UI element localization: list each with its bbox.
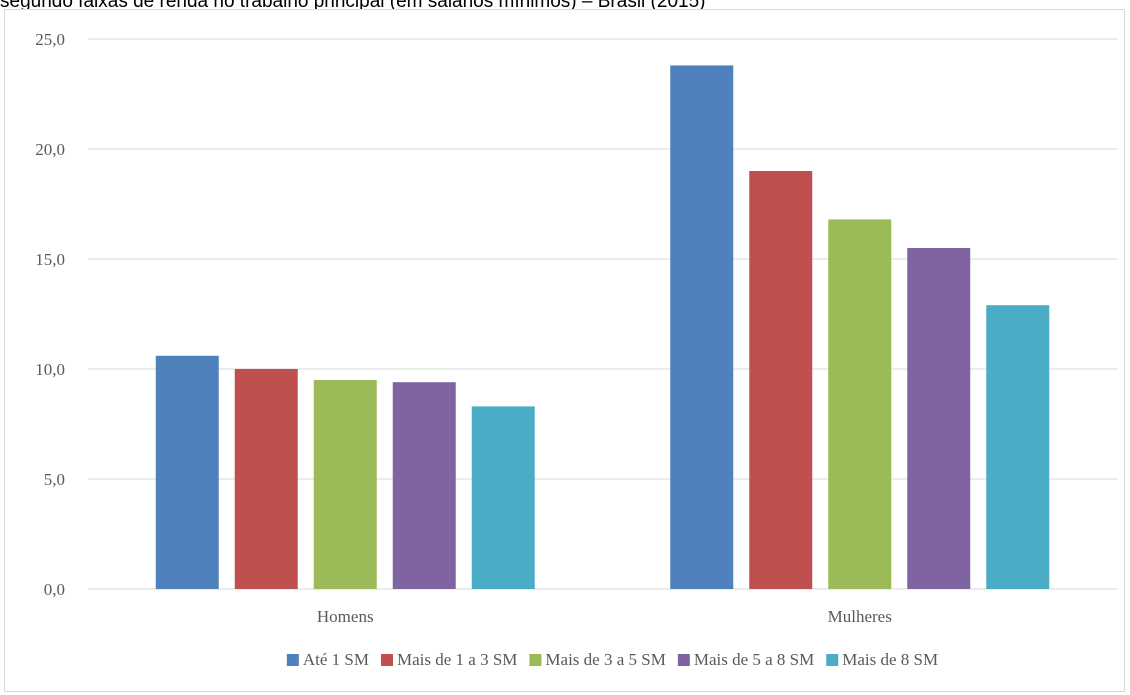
legend-swatch <box>529 654 542 666</box>
y-tick-label: 5,0 <box>44 470 65 489</box>
legend-swatch <box>380 654 393 666</box>
bar <box>828 219 892 589</box>
bar <box>392 382 456 589</box>
legend-label: Mais de 5 a 8 SM <box>694 650 814 669</box>
bar <box>313 380 377 589</box>
legend-label: Mais de 3 a 5 SM <box>545 650 665 669</box>
legend-label: Mais de 8 SM <box>842 650 938 669</box>
bar <box>155 355 219 589</box>
bar <box>907 248 971 589</box>
legend: Até 1 SM Mais de 1 a 3 SM Mais de 3 a 5 SM… <box>286 650 938 669</box>
bars <box>155 65 1050 589</box>
y-tick-label: 0,0 <box>44 580 65 599</box>
legend-item: Até 1 SM <box>286 650 369 669</box>
y-axis-ticks: 0,0 5,0 10,0 15,0 20,0 25,0 <box>35 30 65 599</box>
x-tick-label: Homens <box>317 607 374 626</box>
bar <box>471 406 535 589</box>
legend-item: Mais de 1 a 3 SM <box>380 650 517 669</box>
x-axis-labels: Homens Mulheres <box>317 607 892 626</box>
y-tick-label: 25,0 <box>35 30 65 49</box>
legend-item: Mais de 3 a 5 SM <box>529 650 666 669</box>
y-tick-label: 10,0 <box>35 360 65 379</box>
legend-swatch <box>677 654 690 666</box>
legend-label: Até 1 SM <box>303 650 369 669</box>
legend-label: Mais de 1 a 3 SM <box>397 650 517 669</box>
legend-swatch <box>286 654 299 666</box>
x-tick-label: Mulheres <box>828 607 892 626</box>
legend-swatch <box>826 654 839 666</box>
legend-item: Mais de 5 a 8 SM <box>677 650 814 669</box>
bar <box>670 65 734 589</box>
legend-item: Mais de 8 SM <box>826 650 938 669</box>
bar <box>986 305 1050 589</box>
bar <box>749 171 813 589</box>
y-tick-label: 20,0 <box>35 140 65 159</box>
bar <box>234 369 298 589</box>
y-tick-label: 15,0 <box>35 250 65 269</box>
